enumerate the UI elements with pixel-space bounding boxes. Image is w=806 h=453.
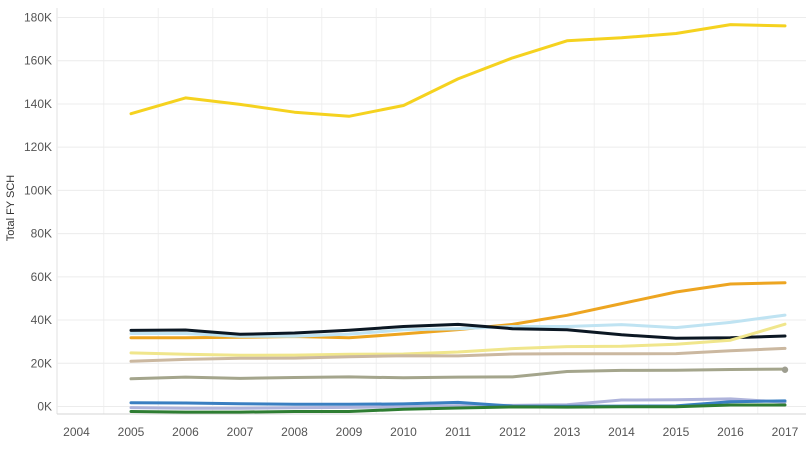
series-line-3 [129, 313, 787, 338]
series-line-7 [129, 367, 787, 381]
x-tick-label: 2012 [499, 425, 526, 439]
x-tick-label: 2017 [772, 425, 799, 439]
x-tick-label: 2006 [172, 425, 199, 439]
series-line-4 [129, 322, 787, 340]
x-tick-label: 2011 [445, 425, 471, 439]
x-tick-label: 2007 [227, 425, 254, 439]
x-tick-label: 2014 [608, 425, 635, 439]
x-tick-label: 2010 [390, 425, 417, 439]
x-tick-label: 2004 [63, 425, 90, 439]
series-layer [129, 23, 789, 414]
grid-layer [56, 8, 806, 415]
y-tick-label: 180K [24, 11, 52, 25]
x-tick-label: 2013 [554, 425, 581, 439]
y-tick-label: 160K [24, 54, 52, 68]
x-tick-label: 2015 [663, 425, 690, 439]
y-tick-label: 100K [24, 183, 52, 197]
axis-layer: 0K 20K 40K 60K 80K 100K 120K 140K 160K 180K 2004 20… [24, 11, 799, 440]
series-line-10 [129, 403, 787, 414]
series-line-5 [129, 322, 787, 357]
y-tick-label: 120K [24, 140, 52, 154]
series-line-6 [129, 346, 787, 363]
y-tick-label: 40K [31, 313, 52, 327]
series-line-1 [129, 23, 787, 118]
y-tick-label: 80K [31, 227, 52, 241]
x-tick-label: 2005 [118, 425, 145, 439]
y-tick-label: 20K [31, 356, 52, 370]
x-tick-label: 2009 [336, 425, 363, 439]
y-tick-label: 140K [24, 97, 52, 111]
x-tick-label: 2016 [717, 425, 744, 439]
y-tick-label: 60K [31, 270, 52, 284]
x-tick-label: 2008 [281, 425, 308, 439]
y-tick-label: 0K [37, 400, 52, 414]
end-point-marker [781, 366, 789, 373]
series-line-8 [129, 397, 787, 410]
y-axis-title: Total FY SCH [5, 175, 17, 241]
